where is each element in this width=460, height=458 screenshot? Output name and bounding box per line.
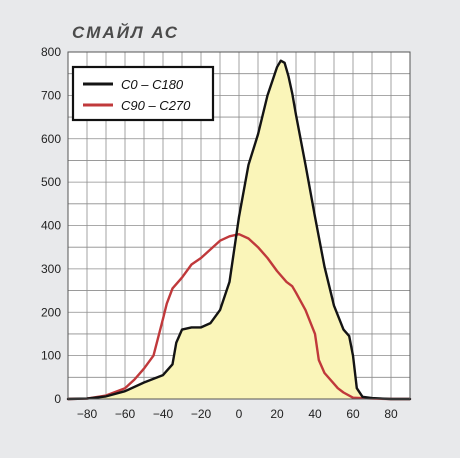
legend-box bbox=[71, 65, 215, 122]
y-tick-label: 700 bbox=[41, 88, 61, 102]
fill-layer bbox=[68, 60, 410, 399]
legend-label-2: C90 – C270 bbox=[121, 98, 191, 113]
y-tick-label: 800 bbox=[41, 45, 61, 59]
axes bbox=[67, 51, 411, 400]
y-tick-label: 0 bbox=[54, 392, 61, 406]
x-tick-label: −40 bbox=[153, 407, 174, 421]
x-tick-label: 20 bbox=[270, 407, 284, 421]
x-tick-label: −20 bbox=[191, 407, 212, 421]
tick-labels: −80 −60 −40 −20 0 20 40 60 800100200300400500600… bbox=[41, 45, 398, 421]
y-tick-label: 200 bbox=[41, 305, 61, 319]
y-tick-label: 300 bbox=[41, 262, 61, 276]
series-2-line bbox=[66, 232, 412, 401]
x-tick-label: 80 bbox=[384, 407, 398, 421]
y-tick-label: 400 bbox=[41, 219, 61, 233]
legend: C0 – C180 C90 – C270 bbox=[71, 65, 215, 122]
x-tick-label: 0 bbox=[236, 407, 243, 421]
series-1-area bbox=[68, 60, 410, 399]
chart-title: СМАЙЛ АС bbox=[72, 22, 179, 42]
legend-label-1: C0 – C180 bbox=[121, 77, 184, 92]
x-tick-label: 40 bbox=[308, 407, 322, 421]
x-tick-label: 60 bbox=[346, 407, 360, 421]
y-tick-label: 100 bbox=[41, 349, 61, 363]
x-tick-label: −80 bbox=[77, 407, 98, 421]
plot-frame bbox=[67, 51, 411, 400]
y-tick-label: 600 bbox=[41, 132, 61, 146]
series-1-line bbox=[66, 59, 412, 401]
x-tick-label: −60 bbox=[115, 407, 136, 421]
y-tick-label: 500 bbox=[41, 175, 61, 189]
line-layer bbox=[66, 59, 412, 401]
